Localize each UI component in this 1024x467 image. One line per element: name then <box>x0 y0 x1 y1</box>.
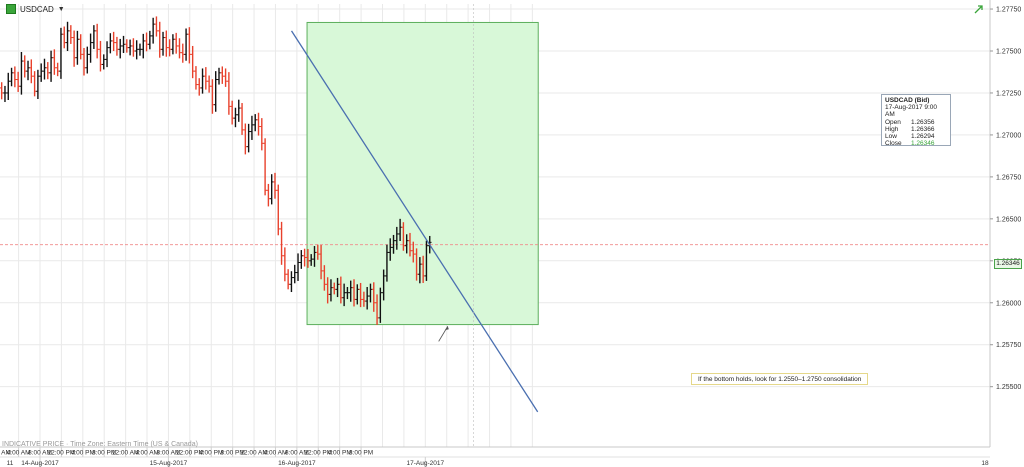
x-tick-label: 8:00 PM <box>221 450 245 457</box>
date-label: 14-Aug-2017 <box>21 460 59 467</box>
annotation-arrowhead <box>444 326 449 331</box>
x-tick-label: 12:00 PM <box>47 450 75 457</box>
x-tick-label: 4:00 AM <box>7 450 31 457</box>
y-tick-label: 1.26000 <box>996 300 1021 307</box>
tooltip-key: Low <box>885 133 897 141</box>
x-tick-label: 4:00 PM <box>199 450 223 457</box>
y-tick-label: 1.26500 <box>996 216 1021 223</box>
y-tick-label: 1.25500 <box>996 384 1021 391</box>
tooltip-key: Close <box>885 140 902 148</box>
chart-annotation[interactable]: If the bottom holds, look for 1.2550–1.2… <box>691 373 869 385</box>
x-tick-label: 8:00 AM <box>157 450 181 457</box>
x-tick-label: 12:00 AM <box>112 450 139 457</box>
tooltip-key: Open <box>885 118 901 126</box>
date-label: 16-Aug-2017 <box>278 460 316 467</box>
x-tick-label: 8:00 AM <box>28 450 52 457</box>
y-tick-label: 1.26750 <box>996 174 1021 181</box>
y-tick-label: 1.27250 <box>996 90 1021 97</box>
footnote: INDICATIVE PRICE · Time Zone: Eastern Ti… <box>2 441 198 448</box>
x-tick-label: 4:00 PM <box>71 450 95 457</box>
y-tick-label: 1.27750 <box>996 7 1021 14</box>
x-tick-label: 4:00 AM <box>264 450 288 457</box>
date-label: 11 <box>7 460 14 467</box>
tooltip-value: 1.26366 <box>911 125 935 133</box>
tooltip-key: High <box>885 125 899 133</box>
x-tick-label: 12:00 PM <box>304 450 332 457</box>
instrument-icon[interactable] <box>6 4 16 14</box>
tooltip-row: High 1.26366 <box>885 126 947 133</box>
date-label: 17-Aug-2017 <box>407 460 445 467</box>
y-tick-label: 1.27500 <box>996 48 1021 55</box>
tooltip-row: Low 1.26294 <box>885 133 947 140</box>
caret-down-icon[interactable]: ▼ <box>57 5 65 13</box>
ohlc-tooltip: USDCAD (Bid) 17-Aug-2017 9:00 AM Open 1.2… <box>881 94 951 147</box>
x-tick-label: 4:00 PM <box>328 450 352 457</box>
x-tick-label: 8:00 AM <box>285 450 309 457</box>
y-tick-label: 1.27000 <box>996 132 1021 139</box>
tooltip-value: 1.26356 <box>911 118 935 126</box>
x-tick-label: 12:00 AM <box>240 450 267 457</box>
current-price-badge: 1.26346 <box>994 259 1022 269</box>
tooltip-value: 1.26294 <box>911 133 935 141</box>
tooltip-row: Open 1.26356 <box>885 119 947 126</box>
symbol-name[interactable]: USDCAD <box>20 4 54 14</box>
tooltip-row: Close 1.26346 <box>885 140 947 147</box>
date-label: 15-Aug-2017 <box>150 460 188 467</box>
tooltip-value: 1.26346 <box>911 140 935 148</box>
x-tick-label: 4:00 AM <box>135 450 159 457</box>
x-tick-label: 8:00 PM <box>349 450 373 457</box>
downtrend-line <box>290 30 539 413</box>
x-tick-label: 12:00 AM <box>0 450 11 457</box>
date-label: 18 <box>981 460 989 467</box>
x-tick-label: 12:00 PM <box>176 450 204 457</box>
trend-arrow-icon[interactable] <box>974 4 984 14</box>
chart-header: USDCAD ▼ <box>0 0 990 18</box>
tooltip-title: USDCAD (Bid) <box>885 97 930 104</box>
tooltip-datetime: 17-Aug-2017 9:00 AM <box>885 104 938 119</box>
x-tick-label: 8:00 PM <box>92 450 116 457</box>
y-tick-label: 1.25750 <box>996 342 1021 349</box>
